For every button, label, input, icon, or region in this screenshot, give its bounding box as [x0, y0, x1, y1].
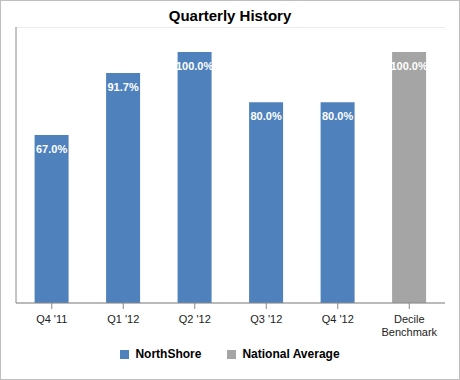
html-text:NorthShore: NorthShore	[135, 347, 202, 361]
svg-text:91.7%: 91.7%	[107, 81, 138, 93]
svg-text:80.0%: 80.0%	[250, 110, 281, 122]
svg-text:DecileBenchmark: DecileBenchmark	[381, 313, 437, 338]
svg-text:80.0%: 80.0%	[322, 110, 353, 122]
svg-text:Q4 '12: Q4 '12	[322, 313, 354, 325]
svg-text:100.0%: 100.0%	[176, 60, 214, 72]
svg-text:Q1 '12: Q1 '12	[107, 313, 139, 325]
svg-text:Q3 '12: Q3 '12	[250, 313, 282, 325]
svg-text:Q2 '12: Q2 '12	[179, 313, 211, 325]
html-text:Quarterly History: Quarterly History	[168, 7, 292, 24]
svg-text:100.0%: 100.0%	[390, 60, 428, 72]
html-text:National Average: National Average	[242, 347, 340, 361]
svg-text:67.0%: 67.0%	[36, 143, 67, 155]
svg-text:Q4 '11: Q4 '11	[36, 313, 67, 325]
